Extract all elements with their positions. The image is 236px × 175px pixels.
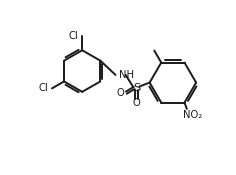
Text: NH: NH [119, 70, 134, 80]
Text: O: O [116, 88, 124, 98]
Text: Cl: Cl [69, 31, 78, 41]
Text: O: O [133, 98, 140, 108]
Text: Cl: Cl [38, 83, 48, 93]
Text: NO₂: NO₂ [183, 110, 202, 120]
Text: S: S [133, 83, 140, 93]
